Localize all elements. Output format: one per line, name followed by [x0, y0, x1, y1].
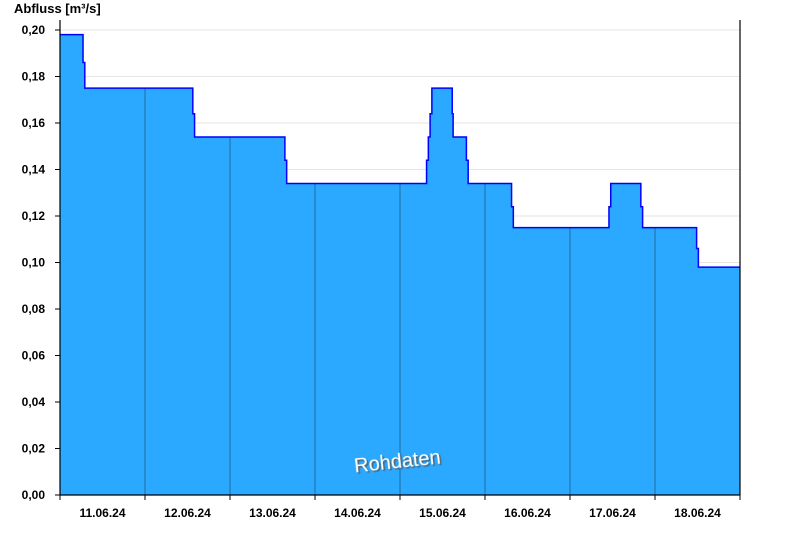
- x-tick-label: 18.06.24: [674, 506, 721, 520]
- x-tick-label: 13.06.24: [249, 506, 296, 520]
- x-tick-label: 17.06.24: [589, 506, 636, 520]
- discharge-line: [60, 33, 740, 268]
- x-tick-label: 12.06.24: [164, 506, 211, 520]
- y-tick-label: 0,20: [22, 23, 46, 37]
- x-tick-label: 14.06.24: [334, 506, 381, 520]
- y-tick-label: 0,00: [22, 488, 46, 502]
- x-tick-label: 15.06.24: [419, 506, 466, 520]
- y-tick-label: 0,02: [22, 442, 46, 456]
- y-tick-label: 0,08: [22, 302, 46, 316]
- y-tick-label: 0,10: [22, 256, 46, 270]
- x-tick-label: 11.06.24: [79, 506, 125, 520]
- y-tick-label: 0,06: [22, 349, 46, 363]
- y-axis-label: Abfluss [m³/s]: [14, 1, 101, 16]
- axes: [55, 20, 741, 500]
- x-tick-label: 16.06.24: [504, 506, 551, 520]
- y-tick-label: 0,18: [22, 70, 46, 84]
- y-tick-label: 0,16: [22, 116, 46, 130]
- y-tick-label: 0,12: [22, 209, 46, 223]
- x-tick-labels: 11.06.24 12.06.24 13.06.24 14.06.24 15.06.24…: [79, 506, 721, 520]
- y-tick-label: 0,04: [22, 395, 46, 409]
- y-tick-labels: 0,00 0,02 0,04 0,06 0,08 0,10 0,12 0,14 0,16 0,18…: [22, 23, 46, 502]
- y-tick-label: 0,14: [22, 163, 46, 177]
